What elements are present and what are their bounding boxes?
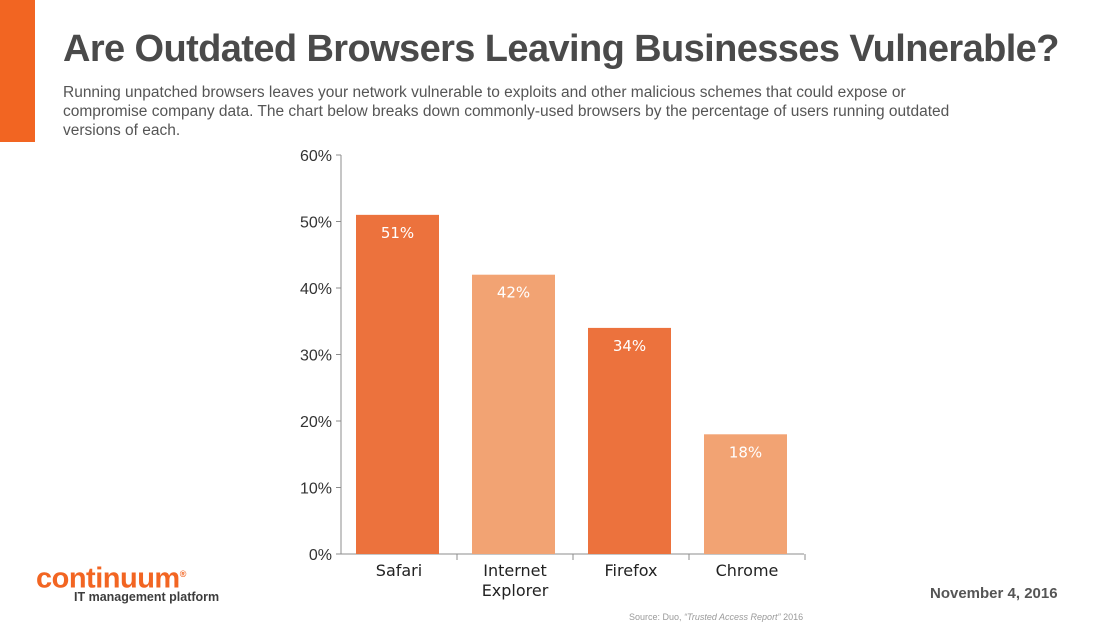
page-title: Are Outdated Browsers Leaving Businesses…: [63, 28, 1059, 70]
bar-firefox: [588, 327, 671, 554]
source-year: 2016: [780, 612, 804, 622]
bar-value-label: 34%: [613, 337, 646, 355]
bar-chrome: [704, 434, 787, 554]
x-category-label: Firefox: [605, 561, 658, 580]
bar-safari: [356, 214, 439, 554]
y-tick-label: 20%: [300, 414, 332, 431]
source-prefix: Source: Duo,: [629, 612, 685, 622]
x-category-label: Explorer: [482, 581, 549, 600]
y-tick-label: 50%: [300, 215, 332, 232]
bar-value-label: 51%: [381, 224, 414, 242]
logo-text: continuum: [36, 562, 180, 595]
bar-value-label: 18%: [729, 443, 762, 461]
x-category-label: Internet: [483, 561, 547, 580]
source-report: “Trusted Access Report”: [684, 612, 781, 622]
logo-tagline: IT management platform: [74, 590, 220, 604]
page-subtitle: Running unpatched browsers leaves your n…: [63, 84, 950, 139]
x-category-label: Safari: [376, 561, 422, 580]
source-note: Source: Duo, “Trusted Access Report” 201…: [629, 612, 803, 622]
registered-mark: ®: [179, 569, 187, 579]
y-tick-label: 30%: [300, 348, 332, 365]
continuum-logo: continuum®: [36, 559, 186, 594]
x-category-label: Chrome: [716, 561, 779, 580]
bar-internet-explorer: [472, 274, 555, 554]
y-tick-label: 0%: [309, 547, 332, 564]
y-tick-label: 10%: [300, 481, 332, 498]
bar-value-label: 42%: [497, 284, 530, 302]
y-tick-label: 60%: [300, 148, 332, 165]
accent-bar: [0, 0, 35, 142]
y-tick-label: 40%: [300, 281, 332, 298]
publish-date: November 4, 2016: [930, 585, 1058, 602]
